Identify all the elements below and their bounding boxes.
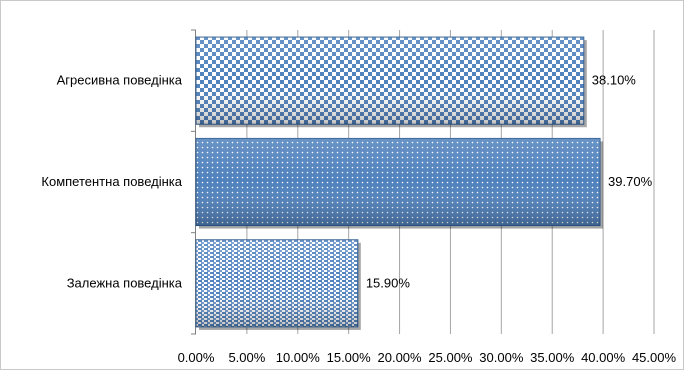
data-label: 39.70% xyxy=(608,174,653,189)
x-tick-label: 25.00% xyxy=(428,350,473,365)
bars xyxy=(195,36,604,330)
x-tick-label: 40.00% xyxy=(581,350,626,365)
category-label: Агресивна поведінка xyxy=(57,73,183,88)
x-tick-label: 10.00% xyxy=(276,350,321,365)
x-tick-label: 20.00% xyxy=(378,350,423,365)
category-label: Компетентна поведінка xyxy=(41,174,182,189)
x-tick-label: 15.00% xyxy=(327,350,372,365)
axes xyxy=(191,29,196,335)
bar-bevel xyxy=(196,37,584,125)
x-tick-label: 0.00% xyxy=(178,350,215,365)
x-tick-label: 5.00% xyxy=(228,350,265,365)
x-tick-label: 45.00% xyxy=(632,350,677,365)
data-label: 38.10% xyxy=(592,73,637,88)
bar-bevel xyxy=(196,239,358,327)
labels: 0.00% 5.00% 10.00% 15.00% 20.00% 25.00% 30.00%… xyxy=(41,73,676,365)
category-label: Залежна поведінка xyxy=(67,275,183,290)
x-tick-label: 35.00% xyxy=(530,350,575,365)
x-tick-label: 30.00% xyxy=(479,350,524,365)
data-label: 15.90% xyxy=(366,275,411,290)
bar-bevel xyxy=(196,138,601,226)
